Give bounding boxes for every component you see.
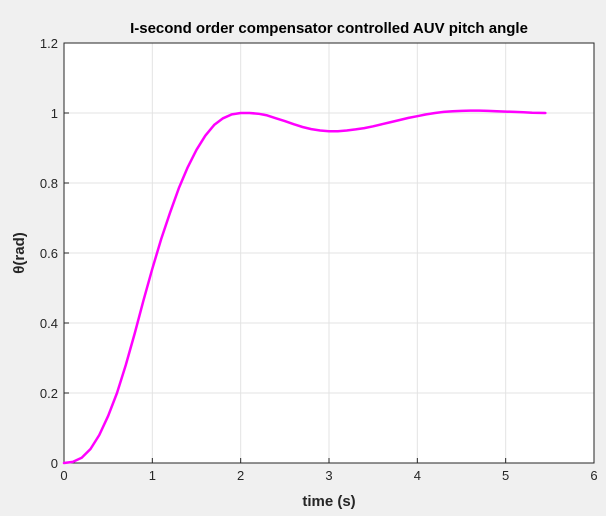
x-tick-label: 5 (502, 468, 509, 483)
y-tick-label: 0 (51, 456, 58, 471)
y-axis-label: θ(rad) (11, 232, 28, 273)
axis-ticks: 0 1 2 3 4 5 6 0 0.2 0.4 0.6 0.8 1 1.2 (40, 36, 598, 483)
x-tick-label: 2 (237, 468, 244, 483)
y-tick-label: 0.8 (40, 176, 58, 191)
x-tick-label: 4 (414, 468, 421, 483)
x-tick-label: 3 (325, 468, 332, 483)
series-line-0 (62, 109, 547, 465)
x-tick-label: 0 (60, 468, 67, 483)
y-tick-label: 0.2 (40, 386, 58, 401)
chart-title: I-second order compensator controlled AU… (130, 20, 528, 37)
series-layer (62, 109, 547, 465)
x-tick-label: 1 (149, 468, 156, 483)
y-tick-label: 0.4 (40, 316, 58, 331)
x-tick-label: 6 (590, 468, 597, 483)
y-tick-label: 1.2 (40, 36, 58, 51)
y-tick-label: 0.6 (40, 246, 58, 261)
x-axis-label: time (s) (302, 493, 355, 510)
y-tick-label: 1 (51, 106, 58, 121)
